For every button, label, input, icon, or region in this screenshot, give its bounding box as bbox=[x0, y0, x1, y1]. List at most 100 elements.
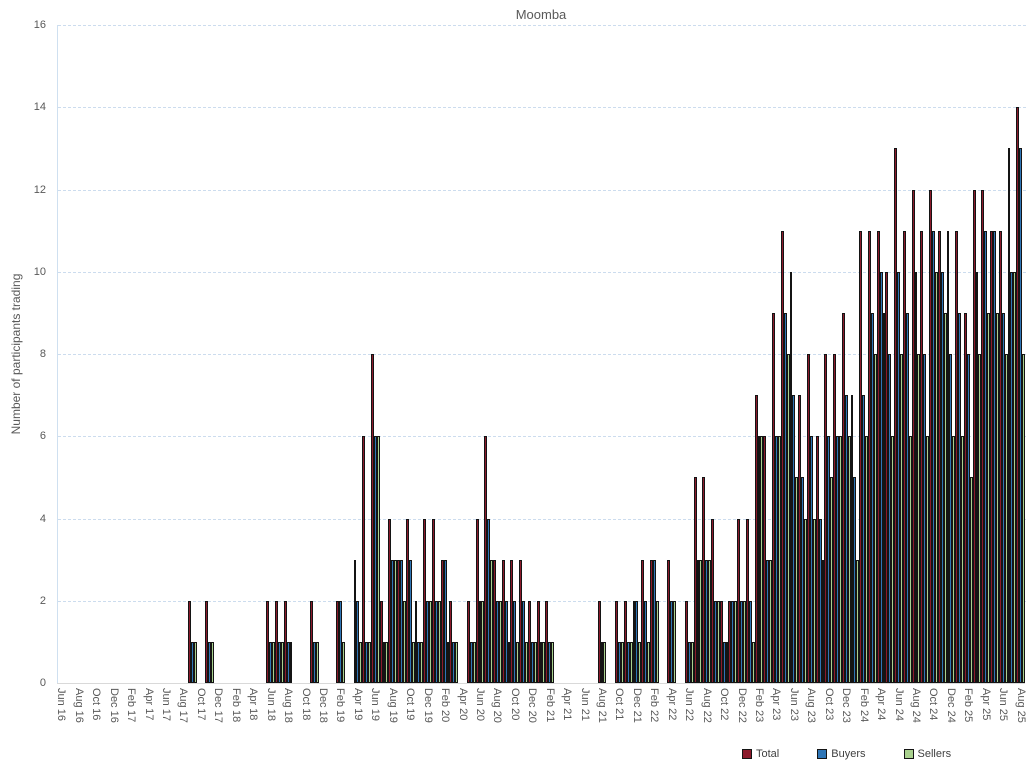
bar-sellers bbox=[690, 641, 694, 683]
bar-sellers bbox=[943, 312, 947, 683]
bar-total bbox=[754, 395, 758, 683]
bar-sellers bbox=[769, 559, 773, 683]
bar-total bbox=[510, 559, 514, 683]
bar-total bbox=[772, 312, 775, 683]
bar-total bbox=[719, 600, 723, 683]
bar-total bbox=[789, 271, 793, 683]
bar-buyers bbox=[870, 312, 874, 683]
bar-total bbox=[885, 271, 889, 683]
bar-total bbox=[484, 436, 488, 683]
x-tick-label: Oct 18 bbox=[299, 688, 312, 721]
bar-total bbox=[780, 230, 784, 683]
x-tick-label: Apr 22 bbox=[665, 688, 678, 721]
bar-total bbox=[466, 600, 470, 683]
bar-sellers bbox=[865, 436, 869, 683]
bar-total bbox=[859, 230, 863, 683]
bar-total bbox=[623, 600, 627, 683]
x-tick-label: Apr 19 bbox=[351, 688, 364, 721]
bar-buyers bbox=[757, 436, 761, 683]
gridline bbox=[58, 518, 1026, 520]
bar-buyers bbox=[740, 600, 744, 683]
bar-buyers bbox=[696, 559, 700, 683]
legend-label: Total bbox=[756, 748, 780, 760]
bar-sellers bbox=[385, 641, 389, 683]
bar-buyers bbox=[844, 395, 848, 683]
bar-sellers bbox=[804, 518, 807, 683]
bar-buyers bbox=[365, 641, 369, 683]
bar-total bbox=[920, 230, 924, 683]
bar-total bbox=[981, 189, 985, 683]
bar-buyers bbox=[713, 600, 717, 683]
bar-sellers bbox=[603, 641, 607, 683]
bar-buyers bbox=[443, 559, 447, 683]
bar-buyers bbox=[495, 600, 499, 683]
bar-buyers bbox=[949, 354, 953, 683]
bar-buyers bbox=[277, 641, 281, 683]
bar-buyers bbox=[897, 271, 900, 683]
bar-buyers bbox=[783, 312, 787, 683]
bar-total bbox=[275, 600, 278, 683]
bar-sellers bbox=[315, 641, 319, 683]
bar-sellers bbox=[411, 641, 415, 683]
gridline bbox=[58, 271, 1026, 273]
bar-buyers bbox=[1001, 312, 1005, 683]
y-tick-label: 8 bbox=[39, 348, 46, 360]
bar-buyers bbox=[905, 312, 909, 683]
bar-total bbox=[929, 189, 932, 683]
bar-buyers bbox=[993, 230, 996, 683]
bar-sellers bbox=[498, 600, 502, 683]
bar-buyers bbox=[818, 518, 822, 683]
x-tick-label: Aug 19 bbox=[386, 688, 399, 723]
legend-item-total: Total bbox=[742, 748, 779, 760]
bar-buyers bbox=[400, 559, 403, 683]
bar-total bbox=[876, 230, 880, 683]
bar-buyers bbox=[748, 600, 752, 683]
bar-total bbox=[519, 559, 523, 683]
bar-total bbox=[379, 600, 383, 683]
bar-buyers bbox=[600, 641, 604, 683]
bar-sellers bbox=[193, 641, 197, 683]
x-tick-label: Dec 23 bbox=[840, 688, 853, 723]
bar-buyers bbox=[530, 641, 534, 683]
bar-total bbox=[336, 600, 339, 683]
x-tick-label: Aug 23 bbox=[805, 688, 818, 723]
x-tick-label: Apr 21 bbox=[561, 688, 574, 721]
bar-total bbox=[414, 600, 418, 683]
bar-sellers bbox=[1004, 354, 1008, 683]
legend-swatch-sellers bbox=[903, 749, 914, 759]
x-tick-label: Oct 24 bbox=[927, 688, 940, 721]
bar-sellers bbox=[289, 641, 293, 683]
x-tick-label: Apr 25 bbox=[979, 688, 992, 721]
bar-buyers bbox=[644, 600, 648, 683]
bar-sellers bbox=[908, 436, 912, 683]
bar-sellers bbox=[873, 354, 877, 683]
bar-sellers bbox=[647, 641, 650, 683]
bar-buyers bbox=[836, 436, 839, 683]
bar-total bbox=[650, 559, 653, 683]
bar-sellers bbox=[952, 436, 956, 683]
x-tick-label: Aug 18 bbox=[282, 688, 295, 723]
x-tick-label: Feb 22 bbox=[648, 688, 661, 723]
x-tick-label: Jun 19 bbox=[369, 688, 382, 722]
bar-sellers bbox=[856, 559, 860, 683]
x-tick-label: Jun 25 bbox=[997, 688, 1010, 722]
legend-swatch-total bbox=[742, 749, 752, 759]
x-tick-label: Aug 16 bbox=[72, 688, 85, 723]
bar-sellers bbox=[472, 641, 476, 683]
bar-buyers bbox=[408, 559, 412, 683]
bar-sellers bbox=[743, 600, 746, 683]
x-tick-label: Dec 17 bbox=[212, 688, 225, 723]
bar-total bbox=[362, 436, 366, 683]
bar-buyers bbox=[975, 271, 979, 683]
bar-total bbox=[632, 600, 636, 683]
bar-sellers bbox=[402, 600, 406, 683]
bar-buyers bbox=[731, 600, 735, 683]
bar-buyers bbox=[766, 559, 770, 683]
gridline bbox=[58, 354, 1026, 355]
x-tick-label: Dec 22 bbox=[735, 688, 748, 723]
y-tick-label: 4 bbox=[39, 512, 46, 525]
bar-total bbox=[449, 600, 453, 683]
legend-label: Buyers bbox=[831, 748, 866, 760]
bar-sellers bbox=[795, 477, 799, 683]
bar-total bbox=[187, 600, 191, 683]
